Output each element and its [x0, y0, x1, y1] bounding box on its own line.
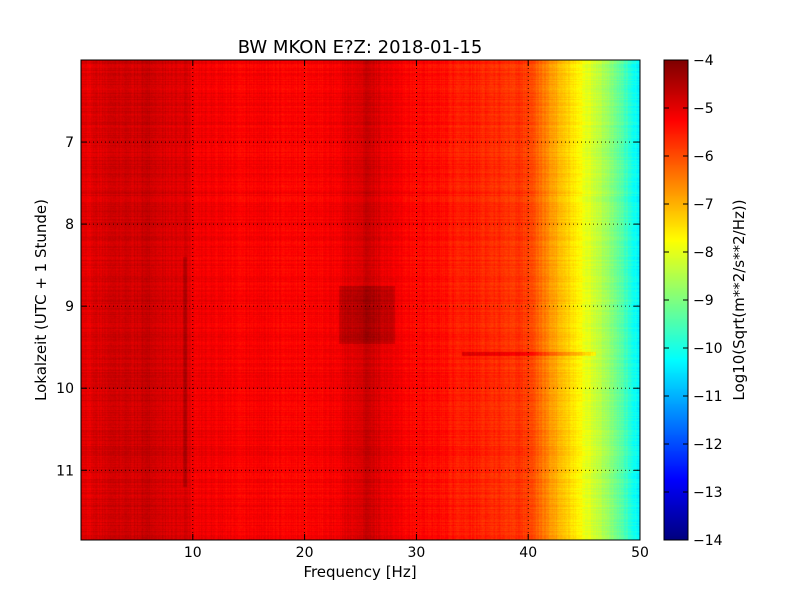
colorbar: −4 −5 −6 −7 −8 −9 −10 −11 −12 −13 −14 Log10(Sqrt(m… [663, 53, 748, 549]
x-tick-label: 50 [631, 545, 649, 561]
x-axis: 10 20 30 40 50 [184, 60, 649, 561]
colorbar-tick-label: −12 [693, 437, 723, 453]
grid-lines [81, 60, 640, 540]
colorbar-label: Log10(Sqrt(m**2/s**2/Hz)) [730, 199, 748, 400]
x-tick-label: 10 [184, 545, 202, 561]
colorbar-tick-label: −14 [693, 533, 723, 549]
colorbar-tick-label: −10 [693, 341, 723, 357]
y-axis-label: Lokalzeit (UTC + 1 Stunde) [32, 199, 50, 401]
x-tick-label: 20 [296, 545, 314, 561]
y-tick-label: 11 [56, 463, 74, 479]
y-tick-label: 9 [65, 299, 74, 315]
plot-frame [80, 59, 641, 541]
x-tick-label: 40 [519, 545, 537, 561]
y-axis: 7 8 9 10 11 [56, 135, 640, 479]
colorbar-tick-label: −13 [693, 485, 723, 501]
colorbar-tick-label: −8 [693, 245, 714, 261]
colorbar-tick-label: −5 [693, 101, 714, 117]
spectrogram-heatmap [81, 60, 640, 540]
colorbar-tick-label: −6 [693, 149, 714, 165]
plot-area [81, 60, 640, 540]
x-tick-label: 30 [407, 545, 425, 561]
y-tick-label: 10 [56, 381, 74, 397]
y-tick-label: 8 [65, 217, 74, 233]
colorbar-tick-label: −7 [693, 197, 714, 213]
colorbar-tick-label: −11 [693, 389, 723, 405]
y-tick-label: 7 [65, 135, 74, 151]
x-axis-label: Frequency [Hz] [303, 563, 416, 581]
colorbar-tick-label: −4 [693, 53, 714, 69]
colorbar-axis: −4 −5 −6 −7 −8 −9 −10 −11 −12 −13 −14 [664, 53, 723, 549]
colorbar-tick-label: −9 [693, 293, 714, 309]
chart-title: BW MKON E?Z: 2018-01-15 [238, 37, 483, 58]
